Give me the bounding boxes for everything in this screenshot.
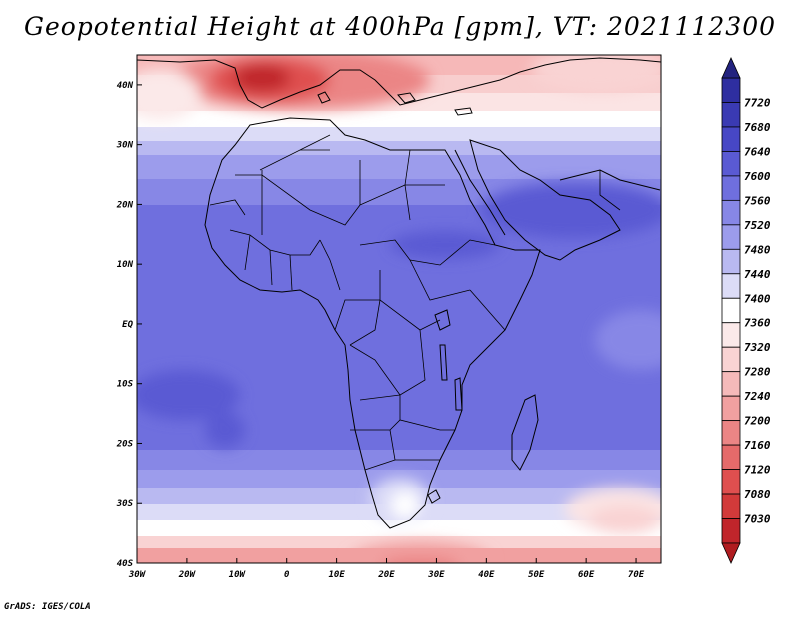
colorbar-label: 7520 — [744, 219, 771, 232]
lon-tick-label: 0 — [284, 570, 290, 580]
colorbar-segment — [721, 493, 741, 519]
coastlines — [137, 57, 661, 529]
lon-tick-label: 10E — [328, 570, 345, 580]
colorbar-label: 7080 — [744, 488, 771, 501]
colorbar-segment — [721, 297, 741, 324]
colorbar-segment — [721, 395, 741, 422]
colorbar-label: 7440 — [744, 268, 771, 281]
lon-tick-label: 50E — [528, 570, 545, 580]
colorbar-segment — [721, 469, 741, 495]
colorbar-label: 7160 — [744, 439, 771, 452]
colorbar-segment — [721, 248, 741, 275]
colorbar-label: 7240 — [744, 390, 771, 403]
colorbar-segment — [721, 126, 741, 152]
colorbar-label: 7360 — [744, 317, 771, 330]
colorbar-segment — [721, 77, 741, 103]
colorbar-label: 7680 — [744, 121, 771, 134]
plot-frame — [136, 54, 662, 564]
colorbar-label: 7030 — [744, 513, 771, 526]
colorbar-segment — [721, 518, 741, 544]
lon-tick-label: 30W — [128, 570, 147, 580]
colorbar-segment — [721, 420, 741, 446]
lat-tick-label: 30N — [116, 141, 134, 151]
lat-tick-label: 20S — [116, 439, 134, 449]
lon-tick-label: 20E — [377, 570, 395, 580]
map-title: Geopotential Height at 400hPa [gpm], VT:… — [23, 12, 777, 41]
colorbar-label: 7720 — [744, 96, 771, 109]
colorbar-segment — [721, 444, 741, 470]
colorbar-segment — [721, 175, 741, 201]
colorbar-segment — [721, 322, 741, 348]
colorbar: 7030 7080 7120 7160 7200 7240 7280 7320 7360 7400… — [721, 57, 771, 564]
colorbar-label: 7120 — [744, 464, 771, 477]
colorbar-min-arrow — [721, 542, 741, 564]
colorbar-segment — [721, 273, 741, 299]
colorbar-label: 7600 — [744, 170, 771, 183]
colorbar-label: 7480 — [744, 243, 771, 256]
lon-tick-label: 10W — [229, 570, 247, 580]
colorbar-segment — [721, 151, 741, 177]
lon-tick-label: 30E — [427, 570, 445, 580]
colorbar-label: 7320 — [744, 341, 771, 354]
lat-tick-label: 10S — [117, 380, 134, 390]
height-field — [137, 55, 661, 563]
lon-tick-label: 70E — [628, 570, 645, 580]
lon-tick-label: 40E — [478, 570, 495, 580]
colorbar-label: 7400 — [744, 292, 771, 305]
colorbar-label: 7200 — [744, 415, 771, 428]
country-borders — [209, 134, 621, 471]
lat-tick-label: 20N — [116, 200, 134, 210]
lat-tick-label: 10N — [117, 260, 134, 270]
lat-tick-label: 40S — [117, 559, 134, 569]
colorbar-segment — [721, 102, 741, 128]
colorbar-segment — [721, 371, 741, 397]
colorbar-segment — [721, 224, 741, 250]
colorbar-segment — [721, 199, 741, 226]
lat-tick-label: EQ — [122, 320, 133, 330]
lon-tick-label: 20W — [178, 570, 197, 580]
colorbar-label: 7560 — [744, 194, 771, 207]
grads-credit: GrADS: IGES/COLA — [4, 602, 91, 612]
lat-tick-label: 40N — [117, 81, 134, 91]
colorbar-segment — [721, 346, 741, 373]
colorbar-label: 7640 — [744, 145, 771, 158]
axis-ticks: 30W 20W 10W 0 10E 20E 30E 40E 50E 60E 70E 40N 30N 20N… — [116, 81, 645, 580]
colorbar-label: 7280 — [744, 366, 771, 379]
colorbar-max-arrow — [721, 57, 741, 79]
lat-tick-label: 30S — [116, 499, 134, 509]
lon-tick-label: 60E — [578, 570, 595, 580]
